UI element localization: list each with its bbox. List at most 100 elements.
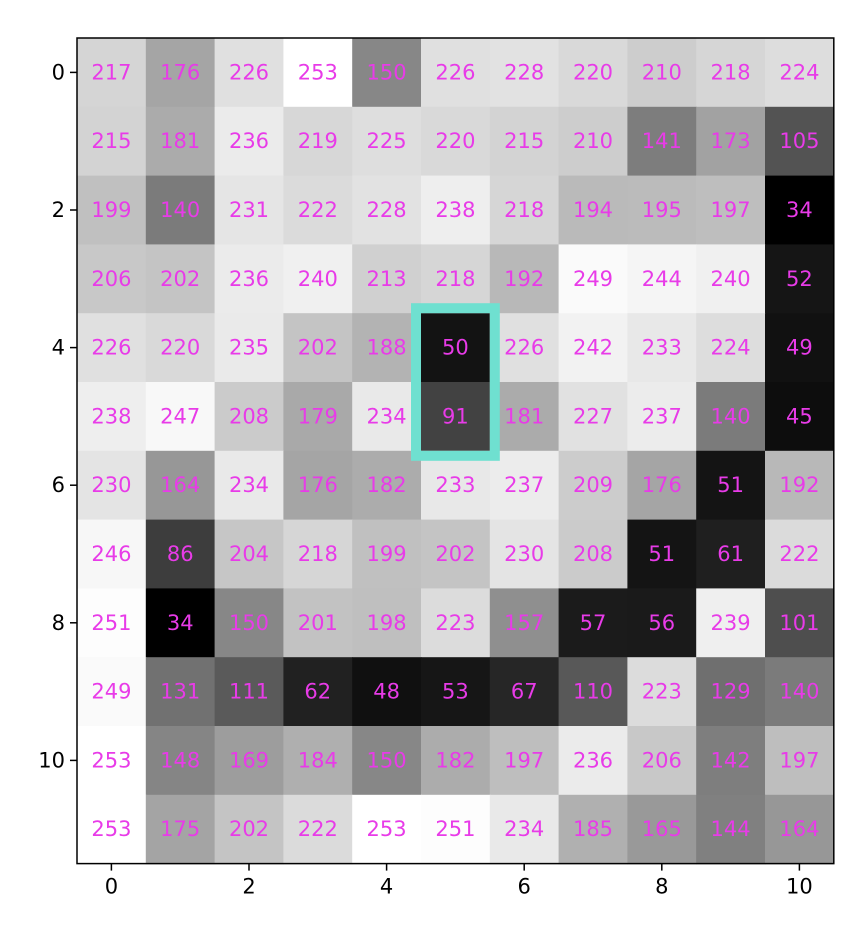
heatmap-cell-r3-c9: [696, 244, 766, 314]
y-tick-label-8: 8: [52, 611, 65, 635]
heatmap-cell-r5-c1: [145, 382, 216, 452]
cell-label-r6-c5: 233: [435, 473, 475, 497]
heatmap-cell-r7-c0: [77, 519, 147, 589]
plot-frame: [76, 37, 835, 865]
cell-label-r10-c3: 184: [298, 748, 338, 772]
heatmap-cell-r3-c10: [765, 244, 835, 314]
cell-label-r6-c6: 237: [504, 473, 544, 497]
cell-labels: 217 176 226 253 150 226 228 220 210 218 224 215 181 2…: [91, 60, 819, 841]
cell-label-r2-c6: 218: [504, 198, 544, 222]
cell-label-r9-c9: 129: [711, 680, 751, 704]
cell-label-r3-c5: 218: [435, 267, 475, 291]
cell-label-r10-c9: 142: [711, 748, 751, 772]
heatmap-cell-r4-c1: [145, 313, 216, 383]
cell-label-r0-c10: 224: [779, 60, 819, 84]
cell-label-r0-c1: 176: [160, 60, 200, 84]
cell-label-r0-c9: 218: [711, 60, 751, 84]
heatmap-cell-r9-c9: [696, 657, 766, 727]
cell-label-r5-c6: 181: [504, 404, 544, 428]
heatmap-cell-r7-c6: [489, 519, 560, 589]
heatmap-cell-r11-c4: [352, 794, 422, 865]
cell-label-r7-c5: 202: [435, 542, 475, 566]
cell-label-r6-c9: 51: [717, 473, 744, 497]
heatmap-cell-r0-c9: [696, 38, 766, 108]
cell-label-r2-c7: 194: [573, 198, 613, 222]
heatmap-cell-r0-c6: [489, 38, 560, 108]
y-axis: 0 2 4 6 8 10: [38, 60, 77, 772]
heatmap-cell-r6-c7: [558, 450, 628, 521]
heatmap-cells: [77, 38, 835, 865]
heatmap-cell-r0-c5: [421, 38, 491, 108]
cell-label-r9-c8: 223: [642, 680, 682, 704]
heatmap-cell-r11-c5: [421, 794, 491, 865]
heatmap-cell-r8-c3: [283, 588, 353, 658]
x-tick-label-10: 10: [786, 875, 813, 899]
heatmap-cell-r10-c0: [77, 726, 147, 796]
cell-label-r0-c5: 226: [435, 60, 475, 84]
cell-label-r8-c1: 34: [167, 611, 194, 635]
cell-label-r6-c3: 176: [298, 473, 338, 497]
heatmap-cell-r2-c3: [283, 175, 353, 245]
cell-label-r6-c4: 182: [367, 473, 407, 497]
highlight-box: [411, 303, 500, 461]
cell-label-r6-c8: 176: [642, 473, 682, 497]
heatmap-cell-r9-c3: [283, 657, 353, 727]
cell-label-r7-c10: 222: [779, 542, 819, 566]
cell-label-r2-c5: 238: [435, 198, 475, 222]
heatmap-cell-r3-c1: [145, 244, 216, 314]
heatmap-cell-r5-c5: [421, 382, 491, 452]
heatmap-cell-r7-c9: [696, 519, 766, 589]
cell-label-r3-c9: 240: [711, 267, 751, 291]
cell-label-r1-c7: 210: [573, 129, 613, 153]
cell-label-r0-c7: 220: [573, 60, 613, 84]
heatmap-cell-r2-c2: [214, 175, 284, 245]
heatmap-cell-r1-c2: [214, 106, 284, 177]
heatmap-cell-r11-c8: [627, 794, 697, 865]
cell-label-r3-c2: 236: [229, 267, 269, 291]
cell-label-r11-c0: 253: [91, 817, 131, 841]
cell-label-r4-c6: 226: [504, 336, 544, 360]
heatmap-cell-r8-c6: [489, 588, 560, 658]
cell-label-r9-c4: 48: [373, 680, 400, 704]
heatmap-cell-r11-c0: [77, 794, 147, 865]
heatmap-cell-r8-c7: [558, 588, 628, 658]
cell-label-r9-c6: 67: [511, 680, 538, 704]
y-tick-label-4: 4: [52, 336, 65, 360]
heatmap-cell-r10-c2: [214, 726, 284, 796]
heatmap-cell-r7-c5: [421, 519, 491, 589]
heatmap-cell-r1-c5: [421, 106, 491, 177]
heatmap-cell-r7-c8: [627, 519, 697, 589]
cell-label-r1-c3: 219: [298, 129, 338, 153]
heatmap-cell-r4-c0: [77, 313, 147, 383]
heatmap-cell-r1-c8: [627, 106, 697, 177]
cell-label-r5-c7: 227: [573, 404, 613, 428]
cell-label-r3-c10: 52: [786, 267, 813, 291]
heatmap-cell-r5-c2: [214, 382, 284, 452]
cell-label-r6-c2: 234: [229, 473, 269, 497]
heatmap-cell-r10-c5: [421, 726, 491, 796]
heatmap-cell-r0-c7: [558, 38, 628, 108]
cell-label-r5-c8: 237: [642, 404, 682, 428]
heatmap-cell-r8-c4: [352, 588, 422, 658]
cell-label-r3-c6: 192: [504, 267, 544, 291]
heatmap-cell-r2-c4: [352, 175, 422, 245]
cell-label-r0-c6: 228: [504, 60, 544, 84]
cell-label-r3-c3: 240: [298, 267, 338, 291]
heatmap-cell-r7-c7: [558, 519, 628, 589]
cell-label-r11-c5: 251: [435, 817, 475, 841]
x-tick-label-4: 4: [380, 875, 393, 899]
cell-label-r4-c9: 224: [711, 336, 751, 360]
heatmap-cell-r11-c3: [283, 794, 353, 865]
cell-label-r10-c10: 197: [779, 748, 819, 772]
cell-label-r7-c3: 218: [298, 542, 338, 566]
cell-label-r2-c2: 231: [229, 198, 269, 222]
heatmap-cell-r5-c0: [77, 382, 147, 452]
x-tick-label-2: 2: [242, 875, 255, 899]
heatmap-cell-r11-c10: [765, 794, 835, 865]
heatmap-cell-r0-c0: [77, 38, 147, 108]
heatmap-cell-r1-c1: [145, 106, 216, 177]
heatmap-cell-r9-c4: [352, 657, 422, 727]
heatmap-cell-r1-c6: [489, 106, 560, 177]
heatmap-cell-r3-c0: [77, 244, 147, 314]
